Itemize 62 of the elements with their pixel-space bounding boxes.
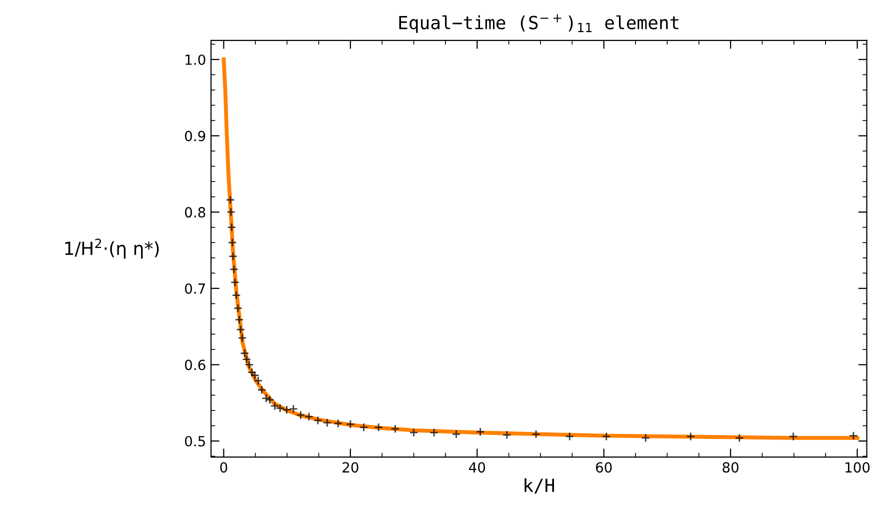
- point: [565, 432, 574, 441]
- point: [322, 418, 332, 428]
- point: [226, 195, 235, 204]
- point: [502, 430, 512, 440]
- y-tick-label: 1.0: [186, 54, 206, 65]
- point: [282, 405, 292, 414]
- point: [232, 290, 241, 300]
- point: [288, 404, 298, 414]
- point: [234, 315, 244, 324]
- point: [236, 325, 246, 334]
- point: [641, 433, 650, 442]
- point: [334, 418, 343, 428]
- point: [532, 430, 541, 439]
- point: [233, 304, 242, 313]
- y-tick-label: 0.9: [184, 130, 206, 142]
- x-tick-label: 60: [596, 462, 612, 473]
- x-tick-label: 20: [342, 462, 358, 473]
- y-tick-label: 0.7: [184, 283, 205, 294]
- y-tick-label: 0.5: [184, 436, 205, 446]
- point: [390, 424, 400, 434]
- point: [250, 370, 260, 380]
- point: [228, 238, 237, 248]
- point: [602, 432, 611, 441]
- point: [240, 348, 250, 358]
- point: [430, 428, 439, 438]
- point: [788, 432, 798, 441]
- x-tick-label: 100: [846, 462, 870, 473]
- point: [227, 222, 236, 232]
- point: [374, 422, 384, 432]
- point: [304, 412, 314, 422]
- y-axis-title: 1/H$^{2}$·(η η*): [65, 238, 159, 259]
- point: [228, 252, 238, 261]
- point: [313, 416, 322, 425]
- point: [262, 394, 271, 403]
- x-axis-title: k/H: [524, 478, 554, 494]
- y-tick-label: 0.8: [184, 207, 206, 218]
- point: [257, 385, 266, 394]
- point: [238, 333, 247, 342]
- x-tick-label: 80: [722, 462, 738, 473]
- point: [734, 433, 744, 442]
- point: [346, 420, 355, 429]
- point: [409, 428, 418, 438]
- point: [270, 401, 280, 410]
- chart-title: Equal−time (S$^{−+}$)$_{11}$ element: [399, 14, 678, 33]
- point: [848, 431, 858, 440]
- point: [226, 208, 236, 217]
- y-tick-label: 0.6: [184, 360, 206, 370]
- point: [296, 410, 306, 420]
- point: [359, 422, 368, 432]
- point: [265, 395, 274, 404]
- point: [230, 278, 240, 287]
- point: [476, 427, 485, 436]
- point: [452, 430, 461, 439]
- point: [686, 432, 696, 441]
- point: [229, 264, 238, 274]
- point: [247, 368, 256, 377]
- point: [276, 404, 285, 413]
- point: [254, 376, 263, 386]
- point: [244, 360, 254, 370]
- x-tick-label: 40: [468, 462, 486, 473]
- x-tick-label: 0: [220, 462, 228, 473]
- point: [242, 354, 252, 364]
